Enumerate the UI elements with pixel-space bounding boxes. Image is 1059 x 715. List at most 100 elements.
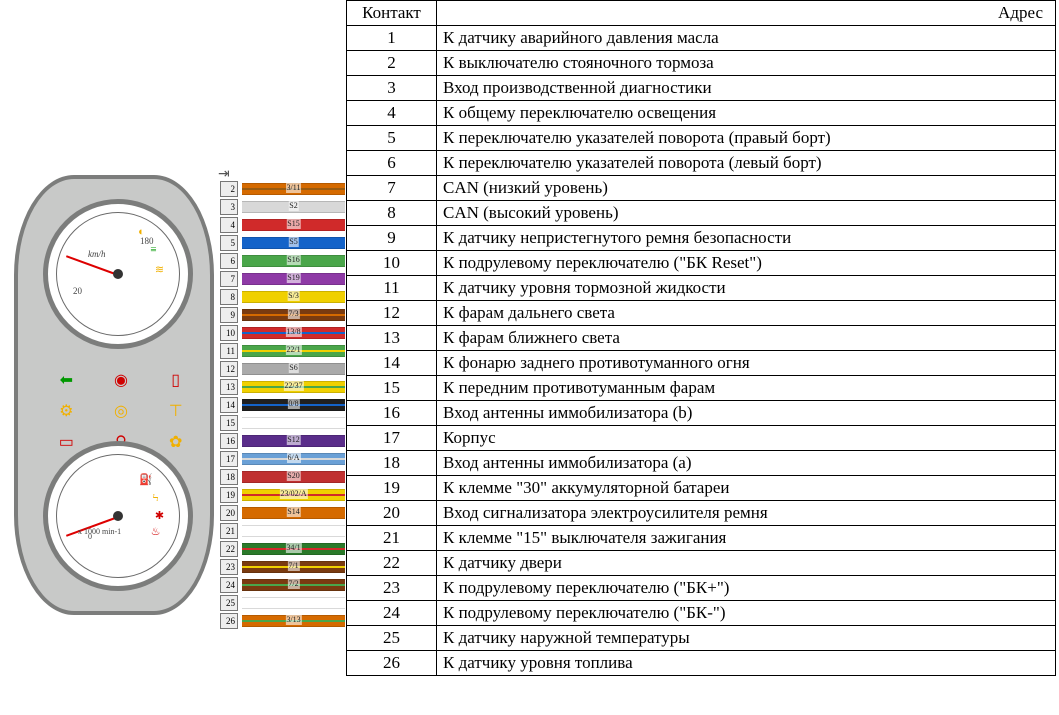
cell-pin: 4 <box>347 101 437 126</box>
wire-label: 7/1 <box>287 561 299 571</box>
table-row: 5К переключателю указателей поворота (пр… <box>347 126 1056 151</box>
wire-stripe: S15 <box>242 219 345 231</box>
wire-pin-number: 17 <box>220 451 238 467</box>
wire-stripe: 23/02/A <box>242 489 345 501</box>
tach-hub <box>113 511 123 521</box>
wire-stripe: S5 <box>242 237 345 249</box>
cell-pin: 15 <box>347 376 437 401</box>
wire-pin-number: 21 <box>220 523 238 539</box>
wire-label: S/3 <box>287 291 300 301</box>
wire-pin-number: 10 <box>220 325 238 341</box>
wire-row: 1923/02/A <box>220 486 345 504</box>
wire-row: 6S16 <box>220 252 345 270</box>
wire-pin-number: 25 <box>220 595 238 611</box>
wire-pin-number: 22 <box>220 541 238 557</box>
wire-label: 7/2 <box>287 579 299 589</box>
wire-stripe: S12 <box>242 435 345 447</box>
cell-address: К переключателю указателей поворота (лев… <box>437 151 1056 176</box>
cell-address: Вход производственной диагностики <box>437 76 1056 101</box>
cluster-icon-airbag: ✱ <box>153 510 166 523</box>
cell-address: К датчику уровня топлива <box>437 651 1056 676</box>
cell-address: К датчику наружной температуры <box>437 626 1056 651</box>
cell-pin: 10 <box>347 251 437 276</box>
table-row: 19К клемме "30" аккумуляторной батареи <box>347 476 1056 501</box>
table-row: 18Вход антенны иммобилизатора (a) <box>347 451 1056 476</box>
cell-address: К фарам дальнего света <box>437 301 1056 326</box>
table-row: 3Вход производственной диагностики <box>347 76 1056 101</box>
wire-pin-number: 9 <box>220 307 238 323</box>
pinout-table: Контакт Адрес 1К датчику аварийного давл… <box>346 0 1056 676</box>
wire-pin-number: 26 <box>220 613 238 629</box>
table-row: 7CAN (низкий уровень) <box>347 176 1056 201</box>
table-row: 23К подрулевому переключателю ("БК+") <box>347 576 1056 601</box>
cell-pin: 2 <box>347 51 437 76</box>
wire-pin-number: 24 <box>220 577 238 593</box>
table-row: 6К переключателю указателей поворота (ле… <box>347 151 1056 176</box>
table-row: 20Вход сигнализатора электроусилителя ре… <box>347 501 1056 526</box>
wire-stripe: 22/37 <box>242 381 345 393</box>
cell-pin: 20 <box>347 501 437 526</box>
wire-pin-number: 3 <box>220 199 238 215</box>
wire-stripe: S2 <box>242 201 345 213</box>
wire-row: 18S20 <box>220 468 345 486</box>
speedo-zero: 20 <box>73 286 82 296</box>
table-row: 26К датчику уровня топлива <box>347 651 1056 676</box>
wire-stripe: S20 <box>242 471 345 483</box>
wire-stripe: 7/2 <box>242 579 345 591</box>
wire-pin-number: 16 <box>220 433 238 449</box>
tach-zero: 0 <box>88 532 92 541</box>
cluster-icon-glow: Ϟ <box>149 492 162 505</box>
wire-label: S12 <box>286 435 300 445</box>
wire-row: 3 S2 <box>220 198 345 216</box>
cell-pin: 9 <box>347 226 437 251</box>
wire-stripe: 6/A <box>242 453 345 465</box>
wire-label: S5 <box>288 237 298 247</box>
wire-row: 97/3 <box>220 306 345 324</box>
wire-row: 26 3/13 <box>220 612 345 630</box>
wire-stripe: 22/1 <box>242 345 345 357</box>
wire-row: 24 7/2 <box>220 576 345 594</box>
wire-row: 8 S/3 <box>220 288 345 306</box>
wire-pin-number: 8 <box>220 289 238 305</box>
cluster-icon-headlight: ◐ <box>135 226 148 239</box>
cell-pin: 17 <box>347 426 437 451</box>
cell-pin: 25 <box>347 626 437 651</box>
table-row: 8CAN (высокий уровень) <box>347 201 1056 226</box>
wire-label: 6/A <box>287 453 301 463</box>
wire-pin-number: 7 <box>220 271 238 287</box>
wire-label: 0/8 <box>287 399 299 409</box>
wire-stripe: 3/11 <box>242 183 345 195</box>
cell-address: К подрулевому переключателю ("БК-") <box>437 601 1056 626</box>
wire-stripe: 3/13 <box>242 615 345 627</box>
turn-left-icon: ⬅ <box>54 369 78 391</box>
cell-pin: 18 <box>347 451 437 476</box>
wire-pin-number: 20 <box>220 505 238 521</box>
wire-stripe <box>242 597 345 609</box>
door-open-icon: ▯ <box>164 369 188 391</box>
cell-address: К датчику уровня тормозной жидкости <box>437 276 1056 301</box>
cluster-icon-lowbeam: ≡ <box>147 244 160 257</box>
cell-pin: 13 <box>347 326 437 351</box>
wire-row: 23/11 <box>220 180 345 198</box>
wire-stripe: S14 <box>242 507 345 519</box>
wire-label: 22/37 <box>283 381 303 391</box>
wire-label: 23/02/A <box>279 489 307 499</box>
cell-pin: 8 <box>347 201 437 226</box>
table-body: 1К датчику аварийного давления масла2К в… <box>347 26 1056 676</box>
wire-row: 12S6 <box>220 360 345 378</box>
table-row: 10К подрулевому переключателю ("БК Reset… <box>347 251 1056 276</box>
table-pane: Контакт Адрес 1К датчику аварийного давл… <box>346 0 1059 715</box>
table-row: 9К датчику непристегнутого ремня безопас… <box>347 226 1056 251</box>
wire-row: 17 6/A <box>220 450 345 468</box>
table-header-row: Контакт Адрес <box>347 1 1056 26</box>
wire-pin-number: 12 <box>220 361 238 377</box>
cell-address: К передним противотуманным фарам <box>437 376 1056 401</box>
wire-label: S20 <box>286 471 300 481</box>
table-row: 12К фарам дальнего света <box>347 301 1056 326</box>
wire-stripe: 34/1 <box>242 543 345 555</box>
cell-address: К фонарю заднего противотуманного огня <box>437 351 1056 376</box>
table-row: 1К датчику аварийного давления масла <box>347 26 1056 51</box>
wire-pin-number: 6 <box>220 253 238 269</box>
cell-address: К подрулевому переключателю ("БК Reset") <box>437 251 1056 276</box>
cell-pin: 22 <box>347 551 437 576</box>
